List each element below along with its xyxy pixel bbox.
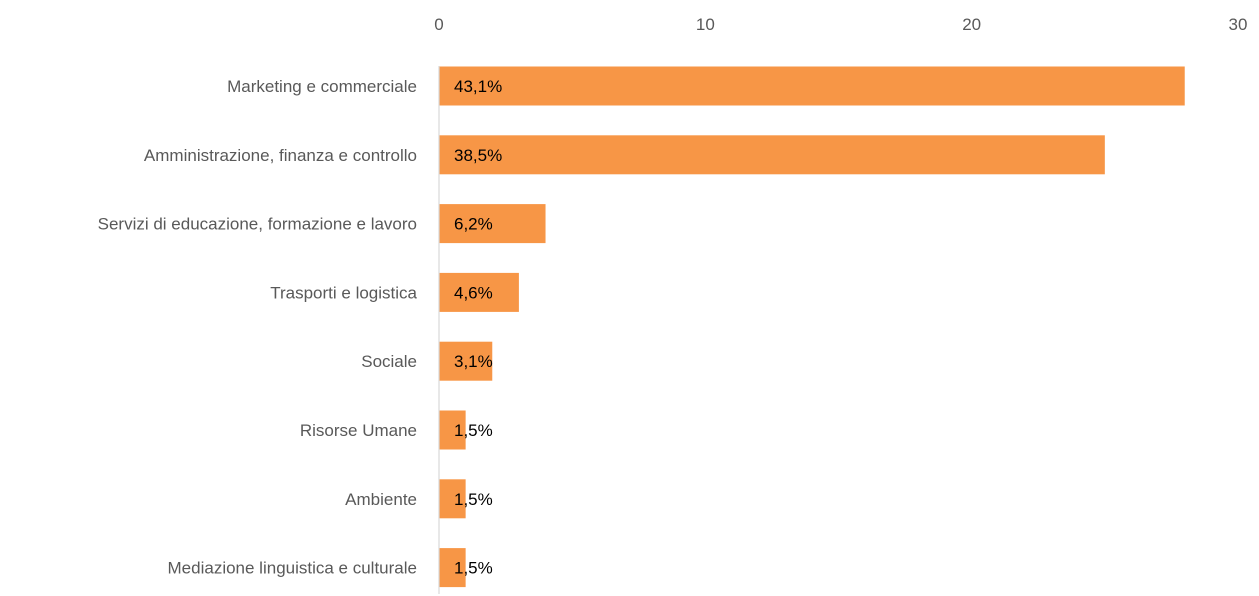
data-label: 1,5% — [454, 421, 493, 440]
bar — [439, 66, 1185, 106]
data-label: 43,1% — [454, 77, 502, 96]
data-label: 1,5% — [454, 490, 493, 509]
bar — [439, 341, 493, 381]
x-tick-label: 20 — [962, 15, 981, 34]
category-label: Risorse Umane — [300, 421, 417, 440]
data-label: 4,6% — [454, 283, 493, 302]
x-tick-label: 10 — [696, 15, 715, 34]
category-label: Trasporti e logistica — [270, 283, 417, 302]
category-label: Servizi di educazione, formazione e lavo… — [98, 215, 417, 234]
bar — [439, 272, 519, 312]
data-labels: 43,1% 38,5% 6,2% 4,6% 3,1% 1,5% 1,5% 1,5% — [454, 77, 502, 578]
x-tick-label: 30 — [1229, 15, 1248, 34]
category-label: Mediazione linguistica e culturale — [168, 559, 417, 578]
x-axis-ticks: 0 10 20 30 — [434, 15, 1247, 34]
bar — [439, 204, 546, 244]
category-label: Amministrazione, finanza e controllo — [144, 146, 417, 165]
data-label: 38,5% — [454, 146, 502, 165]
bars — [439, 66, 1185, 588]
data-label: 3,1% — [454, 352, 493, 371]
category-labels: Marketing e commerciale Amministrazione, … — [98, 77, 418, 578]
data-label: 6,2% — [454, 215, 493, 234]
category-label: Sociale — [361, 352, 417, 371]
category-label: Marketing e commerciale — [227, 77, 417, 96]
bar — [439, 410, 466, 450]
bar — [439, 135, 1105, 175]
bar — [439, 548, 466, 588]
category-label: Ambiente — [345, 490, 417, 509]
x-tick-label: 0 — [434, 15, 443, 34]
data-label: 1,5% — [454, 559, 493, 578]
bar — [439, 479, 466, 519]
